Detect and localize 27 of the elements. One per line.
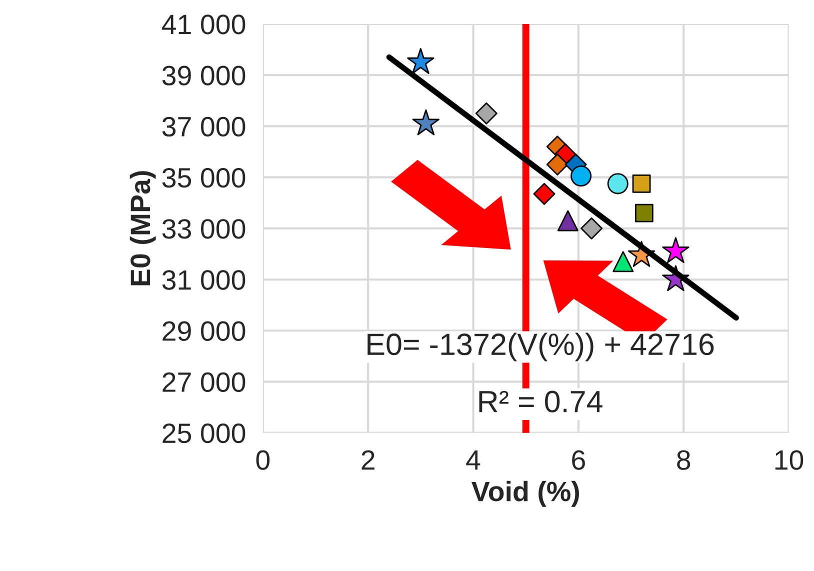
- x-tick-label: 8: [677, 450, 690, 470]
- x-axis-title: Void (%): [472, 480, 579, 507]
- y-tick-label: 33 000: [162, 219, 246, 239]
- y-tick-label: 41 000: [162, 14, 246, 34]
- y-tick-label: 35 000: [162, 168, 246, 188]
- annotation: R² = 0.74: [479, 390, 602, 412]
- y-tick-label: 37 000: [162, 116, 246, 137]
- y-tick-label: 27 000: [162, 372, 246, 392]
- y-tick-label: 39 000: [162, 66, 246, 86]
- x-tick-label: 6: [572, 450, 585, 470]
- point: [557, 210, 578, 232]
- y-tick-label: 29 000: [162, 321, 246, 341]
- point: [580, 217, 603, 240]
- x-tick-label: 4: [466, 450, 480, 470]
- y-tick-label: 25 000: [162, 423, 246, 444]
- point: [632, 174, 651, 193]
- point: [475, 102, 498, 124]
- x-tick-label: 2: [362, 450, 374, 470]
- y-tick-label: 31 000: [162, 270, 246, 290]
- annotation: E0= -1372(V(%)) + 42716: [368, 332, 714, 362]
- point: [546, 154, 568, 176]
- y-axis-title: E0 (MPa): [130, 171, 156, 286]
- point: [533, 182, 556, 205]
- x-tick-label: 10: [775, 450, 804, 470]
- point: [612, 251, 634, 272]
- point: [634, 204, 654, 222]
- x-tick-label: 0: [256, 450, 270, 470]
